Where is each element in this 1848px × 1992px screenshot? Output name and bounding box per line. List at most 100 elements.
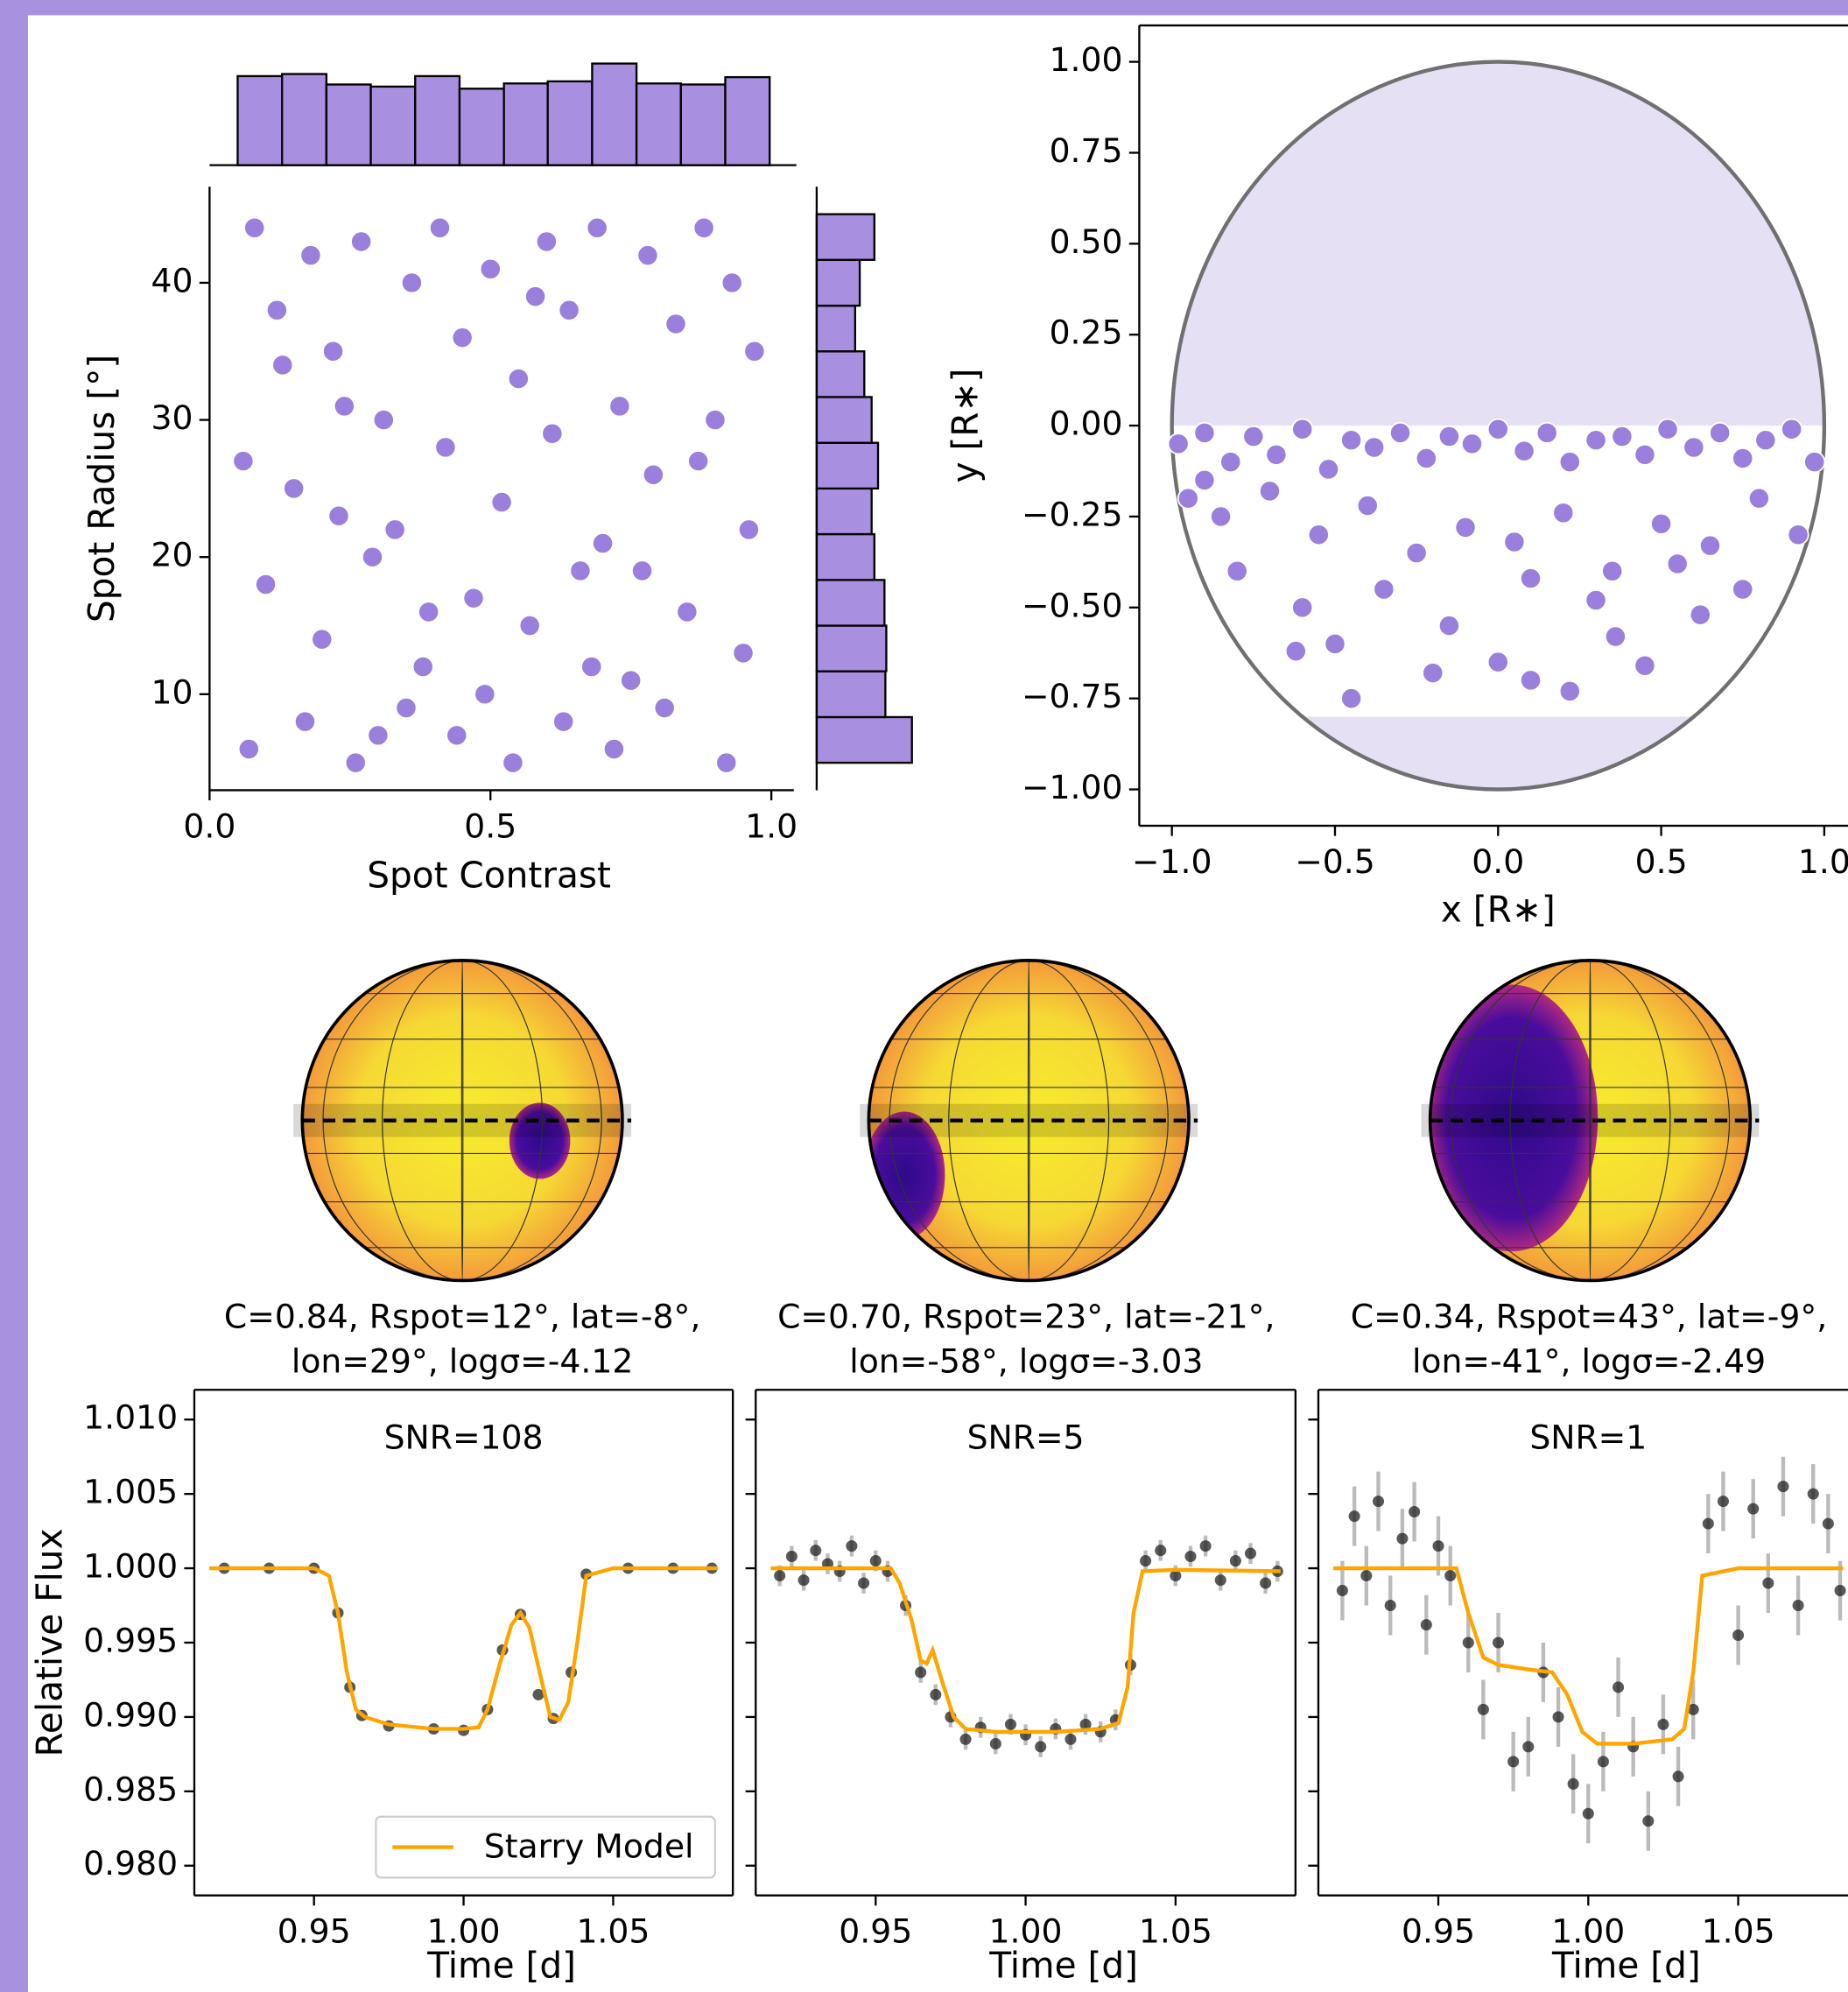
star-spot: [1430, 984, 1599, 1252]
point: [1193, 468, 1216, 491]
data-point: [1732, 1629, 1745, 1642]
point: [1552, 502, 1575, 524]
map-caption: lon=29°, logσ=-4.12: [292, 1341, 634, 1380]
model-line: [770, 1566, 1281, 1735]
point: [418, 601, 440, 623]
y-tick-label: 0.990: [83, 1695, 178, 1734]
y-tick-label: −1.00: [1022, 768, 1123, 806]
data-point: [1822, 1517, 1834, 1530]
data-point: [1747, 1503, 1760, 1515]
hist-bar: [369, 85, 417, 166]
point: [558, 299, 580, 321]
point: [1415, 447, 1437, 469]
data-point: [846, 1540, 858, 1552]
point: [1405, 542, 1428, 564]
panel-title: SNR=108: [384, 1418, 544, 1456]
point: [592, 532, 615, 555]
point: [1461, 433, 1483, 455]
point: [1437, 615, 1460, 637]
data-point: [1792, 1599, 1804, 1612]
x-axis-label: Time [d]: [988, 1944, 1138, 1986]
data-point: [798, 1574, 810, 1587]
point: [1307, 524, 1330, 546]
x-tick-label: 0.95: [1402, 1912, 1475, 1951]
x-axis-label: x [R∗]: [1441, 889, 1556, 931]
y-tick-label: 1.005: [83, 1473, 178, 1511]
data-point: [1444, 1570, 1457, 1582]
y-tick-label: 1.000: [83, 1547, 178, 1586]
point: [1258, 480, 1281, 503]
point: [1373, 578, 1395, 601]
data-point: [1777, 1481, 1789, 1493]
hist-bar: [458, 88, 505, 166]
point: [1193, 421, 1216, 444]
hist-bar: [815, 487, 873, 536]
data-point: [1582, 1807, 1594, 1820]
point: [1535, 421, 1558, 444]
point: [1520, 669, 1542, 692]
point: [237, 737, 260, 760]
data-point: [1807, 1488, 1819, 1500]
point: [383, 518, 406, 541]
point: [1242, 426, 1265, 448]
y-tick-label: −0.75: [1022, 677, 1123, 715]
y-tick-label: 0.75: [1050, 131, 1123, 170]
hist-bar: [414, 74, 461, 166]
point: [1340, 687, 1363, 710]
data-point: [1065, 1733, 1077, 1745]
x-tick-label: 0.5: [1635, 842, 1688, 881]
data-point: [1462, 1637, 1474, 1649]
longitude: [460, 960, 464, 1281]
x-tick-label: 1.00: [1551, 1912, 1625, 1951]
point: [1604, 625, 1627, 648]
x-tick-label: 0.0: [183, 806, 235, 845]
point: [327, 504, 350, 527]
point: [586, 216, 608, 239]
hist-bar: [815, 579, 886, 627]
point: [1265, 443, 1288, 466]
longitude: [1027, 960, 1030, 1281]
point: [1611, 426, 1634, 448]
point: [255, 574, 278, 595]
point: [1787, 524, 1809, 546]
x-tick-label: 1.00: [427, 1912, 501, 1951]
point: [518, 615, 541, 637]
plot-area: [1333, 1456, 1846, 1851]
data-point: [1199, 1540, 1212, 1552]
data-point: [1184, 1550, 1197, 1563]
hist-bar: [815, 213, 875, 261]
y-tick-label: 0.980: [83, 1844, 178, 1883]
point: [283, 477, 306, 500]
star-limb: [1428, 959, 1753, 1283]
point: [608, 395, 631, 418]
point: [490, 491, 513, 514]
point: [1666, 553, 1689, 575]
data-point: [915, 1666, 927, 1679]
x-tick-label: 0.95: [278, 1912, 351, 1951]
point: [1558, 679, 1581, 702]
data-point: [1409, 1506, 1421, 1518]
point: [311, 628, 334, 651]
x-axis-label: Spot Contrast: [367, 855, 611, 897]
point: [243, 216, 266, 239]
point: [1513, 440, 1535, 462]
point: [687, 450, 710, 473]
longitude: [1509, 960, 1671, 1281]
x-tick-label: −0.5: [1295, 842, 1375, 881]
y-tick-label: −0.50: [1022, 586, 1123, 624]
x-tick-label: 0.95: [839, 1912, 912, 1951]
data-point: [1642, 1815, 1655, 1827]
point: [1422, 662, 1444, 685]
point: [446, 724, 468, 747]
point: [692, 216, 715, 239]
point: [265, 299, 288, 321]
y-tick-label: 20: [151, 536, 193, 574]
data-point: [785, 1550, 798, 1563]
longitude: [382, 960, 544, 1281]
point: [552, 710, 575, 733]
point: [1803, 451, 1826, 474]
hist-bar: [546, 80, 594, 166]
point: [322, 340, 345, 363]
